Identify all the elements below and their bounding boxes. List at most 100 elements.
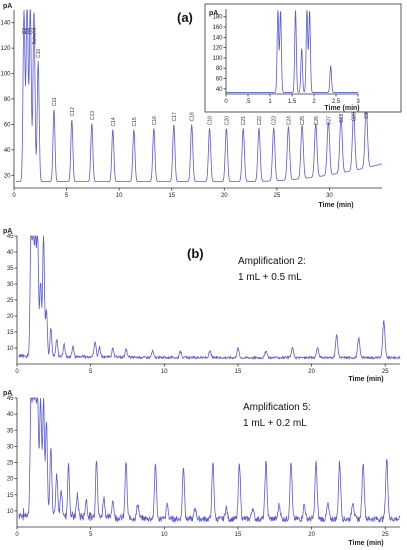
peak-label: C18 [190, 112, 196, 121]
y-axis-label: pA [209, 10, 218, 17]
y-tick-label: 140 [0, 21, 11, 27]
y-tick-label: 60 [4, 122, 11, 128]
x-tick-label: 3 [356, 99, 360, 105]
y-tick-label: 40 [7, 250, 14, 256]
y-tick-label: 60 [216, 77, 223, 83]
x-tick-label: 5 [89, 532, 93, 538]
x-tick-label: .5 [245, 99, 251, 105]
peak-label: C30 [364, 109, 370, 118]
inset-frame [204, 3, 402, 113]
y-tick-label: 160 [212, 25, 223, 31]
x-tick-label: 15 [235, 369, 242, 375]
x-tick-label: 0 [12, 193, 16, 199]
x-tick-label: 10 [161, 369, 168, 375]
peak-label: C21 [241, 116, 247, 125]
y-tick-label: 120 [0, 46, 11, 52]
peak-label: C17 [172, 112, 178, 121]
x-tick-label: 5 [65, 193, 69, 199]
chromatogram-a-inset: 0 .5 1 1.5 2 2.5 3 40 60 80 100 120 140 160 180 Time (m… [209, 9, 360, 112]
x-axis-label: Time (min) [324, 105, 359, 112]
x-tick-label: 1.5 [288, 99, 297, 105]
y-tick-label: 45 [7, 396, 14, 402]
peak-label: C24 [286, 116, 292, 125]
panel-b: (b) 0 5 10 15 20 25 10 15 20 25 30 35 40 45 Time (min)… [3, 228, 401, 547]
peak-label: Solvent [32, 27, 38, 44]
panel-a-label: (a) [177, 10, 193, 25]
x-tick-label: 25 [274, 193, 281, 199]
peak-label: C9 [28, 28, 34, 35]
y-tick-label: 10 [7, 509, 14, 515]
x-tick-label: 0 [15, 369, 19, 375]
y-tick-label: 15 [7, 493, 14, 499]
chromatogram-trace [18, 397, 401, 524]
x-tick-label: 0 [15, 532, 19, 538]
y-axis-label: pA [3, 390, 12, 397]
x-tick-label: 5 [89, 369, 93, 375]
x-tick-label: 15 [235, 532, 242, 538]
peak-label: C10 [36, 48, 42, 57]
y-tick-label: 35 [7, 428, 14, 434]
x-tick-label: 20 [221, 193, 228, 199]
x-tick-label: 10 [116, 193, 123, 199]
peak-label: C25 [300, 116, 306, 125]
peak-label: C14 [111, 117, 117, 126]
y-tick-label: 40 [4, 148, 11, 154]
x-tick-label: 0 [224, 99, 228, 105]
peak-label: C8 [25, 28, 31, 35]
y-tick-label: 25 [7, 461, 14, 467]
peak-label: C19 [208, 116, 214, 125]
x-tick-label: 2.5 [332, 99, 341, 105]
peak-label: C12 [70, 107, 76, 116]
y-tick-label: 100 [0, 72, 11, 78]
y-tick-label: 30 [7, 444, 14, 450]
peak-label: C20 [224, 116, 230, 125]
y-axis-label: pA [3, 228, 12, 235]
x-tick-label: 20 [308, 369, 315, 375]
y-tick-label: 20 [7, 477, 14, 483]
peak-label: C22 [257, 116, 263, 125]
x-tick-label: 1 [268, 99, 272, 105]
y-tick-label: 40 [7, 412, 14, 418]
x-tick-label: 2 [312, 99, 316, 105]
x-axis-label: Time (min) [348, 376, 383, 383]
x-tick-label: 25 [382, 369, 389, 375]
y-tick-label: 15 [7, 330, 14, 336]
y-tick-label: 25 [7, 298, 14, 304]
x-tick-label: 25 [382, 532, 389, 538]
chromatogram-b2: 0 5 10 15 20 25 10 15 20 25 30 35 40 45 Time (min) pA Am… [3, 390, 401, 547]
y-axis-label: pA [3, 3, 12, 10]
chromatogram-b1: 0 5 10 15 20 25 10 15 20 25 30 35 40 45 Time (min) pA Am… [3, 228, 401, 383]
y-tick-label: 80 [216, 66, 223, 72]
x-axis-label: Time (min) [318, 202, 353, 209]
peak-label: C26 [314, 116, 320, 125]
y-tick-label: 100 [212, 56, 223, 62]
panel-b-label: (b) [187, 246, 204, 261]
y-tick-label: 35 [7, 266, 14, 272]
y-tick-label: 10 [7, 346, 14, 352]
peak-label: C28 [339, 113, 345, 122]
y-tick-label: 140 [212, 35, 223, 41]
volume-label: 1 mL + 0.5 mL [238, 272, 302, 283]
y-tick-label: 30 [7, 282, 14, 288]
peak-label: C13 [90, 111, 96, 120]
x-tick-label: 10 [161, 532, 168, 538]
amplification-label: Amplification 5: [243, 402, 311, 413]
y-tick-label: 180 [212, 15, 223, 21]
y-tick-label: 20 [7, 314, 14, 320]
x-tick-label: 30 [326, 193, 333, 199]
peak-label: C7 [22, 28, 28, 35]
peak-label: C27 [326, 116, 332, 125]
peak-label: C29 [352, 112, 358, 121]
y-tick-label: 80 [4, 97, 11, 103]
y-tick-label: 40 [216, 87, 223, 93]
amplification-label: Amplification 2: [238, 256, 306, 267]
x-tick-label: 15 [168, 193, 175, 199]
y-tick-label: 120 [212, 46, 223, 52]
x-axis-label: Time (min) [348, 540, 383, 547]
volume-label: 1 mL + 0.2 mL [243, 418, 307, 429]
peak-label: C15 [132, 117, 138, 126]
peak-label: C23 [272, 116, 278, 125]
peak-label: C16 [152, 116, 158, 125]
